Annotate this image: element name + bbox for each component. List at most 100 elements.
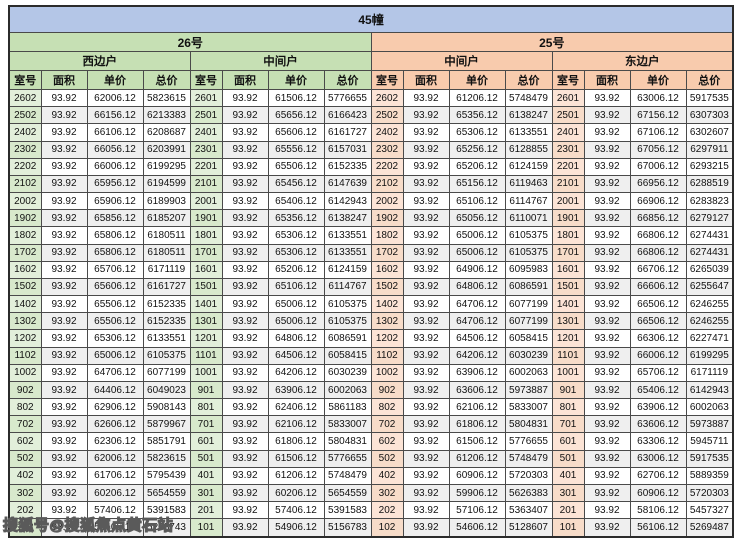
unit-price-cell: 63906.12 xyxy=(629,398,687,417)
area-cell: 93.92 xyxy=(40,295,88,314)
total-price-cell: 6077199 xyxy=(504,295,553,314)
room-cell: 601 xyxy=(551,432,585,451)
unit-price-cell: 65506.12 xyxy=(267,157,325,176)
room-cell: 1101 xyxy=(189,346,223,365)
area-cell: 93.92 xyxy=(402,518,450,538)
room-cell: 1002 xyxy=(370,363,404,382)
unit-price-cell: 67156.12 xyxy=(629,106,687,125)
unit-price-cell: 62006.12 xyxy=(86,449,144,468)
area-cell: 93.92 xyxy=(40,483,88,503)
area-cell: 93.92 xyxy=(583,209,631,228)
table-row: 1302 93.92 65506.12 6152335 1301 93.92 65006.1… xyxy=(8,312,734,331)
total-price-cell: 6189903 xyxy=(142,192,191,211)
room-cell: 2301 xyxy=(189,140,223,159)
total-price-cell: 6199295 xyxy=(685,346,734,365)
total-price-cell: 6180511 xyxy=(142,226,191,245)
area-cell: 93.92 xyxy=(40,157,88,176)
total-price-cell: 5391583 xyxy=(142,501,191,520)
unit-price-cell: 65206.12 xyxy=(448,157,506,176)
unit-price-cell: 57406.12 xyxy=(267,501,325,520)
col-area: 面积 xyxy=(402,70,450,90)
col-unit-price: 单价 xyxy=(629,70,687,90)
room-cell: 1502 xyxy=(8,277,42,297)
total-price-cell: 6077199 xyxy=(504,312,553,331)
total-price-cell: 6246255 xyxy=(685,295,734,314)
col-room: 室号 xyxy=(8,70,42,90)
unit-price-cell: 65306.12 xyxy=(448,123,506,142)
unit-price-cell: 65906.12 xyxy=(86,192,144,211)
area-cell: 93.92 xyxy=(221,415,269,434)
total-price-cell: 6171119 xyxy=(142,260,191,279)
area-cell: 93.92 xyxy=(583,277,631,297)
area-cell: 93.92 xyxy=(402,88,450,108)
table-row: 902 93.92 64406.12 6049023 901 93.92 63906.12 6… xyxy=(8,380,734,400)
room-cell: 401 xyxy=(551,466,585,485)
total-price-cell: 6180511 xyxy=(142,243,191,262)
area-cell: 93.92 xyxy=(221,312,269,331)
table-body: 2602 93.92 62006.12 5823615 2601 93.92 61506.1… xyxy=(8,88,734,538)
unit-price-cell: 64706.12 xyxy=(86,363,144,382)
table-row: 2602 93.92 62006.12 5823615 2601 93.92 61506.1… xyxy=(8,88,734,108)
table-row: 102 93.92 55406.12 5203743 101 93.92 54906.12 5… xyxy=(8,518,734,538)
unit-price-cell: 65356.12 xyxy=(267,209,325,228)
room-cell: 1802 xyxy=(8,226,42,245)
area-cell: 93.92 xyxy=(583,312,631,331)
total-price-cell: 5804831 xyxy=(323,432,372,451)
room-cell: 1501 xyxy=(189,277,223,297)
room-cell: 701 xyxy=(551,415,585,434)
total-price-cell: 5851791 xyxy=(142,432,191,451)
unit-price-cell: 62406.12 xyxy=(267,398,325,417)
room-cell: 1701 xyxy=(189,243,223,262)
unit-price-cell: 61806.12 xyxy=(267,432,325,451)
area-cell: 93.92 xyxy=(583,88,631,108)
total-price-cell: 6147639 xyxy=(323,174,372,194)
total-price-cell: 6142943 xyxy=(323,192,372,211)
table-row: 1702 93.92 65806.12 6180511 1701 93.92 65306.1… xyxy=(8,243,734,262)
room-cell: 1901 xyxy=(189,209,223,228)
total-price-cell: 6302607 xyxy=(685,123,734,142)
room-cell: 202 xyxy=(370,501,404,520)
total-price-cell: 6133551 xyxy=(504,123,553,142)
unit-price-cell: 60906.12 xyxy=(448,466,506,485)
unit-price-cell: 60206.12 xyxy=(267,483,325,503)
total-price-cell: 5720303 xyxy=(504,466,553,485)
col-unit-price: 单价 xyxy=(86,70,144,90)
total-price-cell: 5973887 xyxy=(504,380,553,400)
area-cell: 93.92 xyxy=(402,415,450,434)
area-cell: 93.92 xyxy=(221,346,269,365)
unit-price-cell: 57106.12 xyxy=(448,501,506,520)
unit-price-cell: 65306.12 xyxy=(267,226,325,245)
room-cell: 2201 xyxy=(551,157,585,176)
room-cell: 1801 xyxy=(551,226,585,245)
area-cell: 93.92 xyxy=(40,106,88,125)
room-cell: 1601 xyxy=(551,260,585,279)
total-price-cell: 6058415 xyxy=(504,329,553,348)
unit-price-cell: 62106.12 xyxy=(267,415,325,434)
title-row: 45幢 xyxy=(8,5,734,33)
area-cell: 93.92 xyxy=(40,277,88,297)
total-price-cell: 6110071 xyxy=(504,209,553,228)
unit-price-cell: 56106.12 xyxy=(629,518,687,538)
total-price-cell: 6307303 xyxy=(685,106,734,125)
unit-price-cell: 65956.12 xyxy=(86,174,144,194)
total-price-cell: 6133551 xyxy=(323,226,372,245)
table-row: 2302 93.92 66056.12 6203991 2301 93.92 65556.1… xyxy=(8,140,734,159)
area-cell: 93.92 xyxy=(221,277,269,297)
total-price-cell: 6030239 xyxy=(504,346,553,365)
room-cell: 601 xyxy=(189,432,223,451)
room-cell: 2001 xyxy=(189,192,223,211)
col-area: 面积 xyxy=(583,70,631,90)
area-cell: 93.92 xyxy=(40,432,88,451)
area-cell: 93.92 xyxy=(402,243,450,262)
area-cell: 93.92 xyxy=(402,106,450,125)
area-cell: 93.92 xyxy=(583,432,631,451)
total-price-cell: 6105375 xyxy=(323,295,372,314)
unit-price-cell: 61206.12 xyxy=(448,88,506,108)
room-cell: 2501 xyxy=(551,106,585,125)
area-cell: 93.92 xyxy=(221,432,269,451)
building-title: 45幢 xyxy=(8,5,734,33)
unit-price-cell: 62906.12 xyxy=(86,398,144,417)
unit-price-cell: 65106.12 xyxy=(448,192,506,211)
col-unit-price: 单价 xyxy=(267,70,325,90)
unit-price-cell: 65506.12 xyxy=(86,312,144,331)
